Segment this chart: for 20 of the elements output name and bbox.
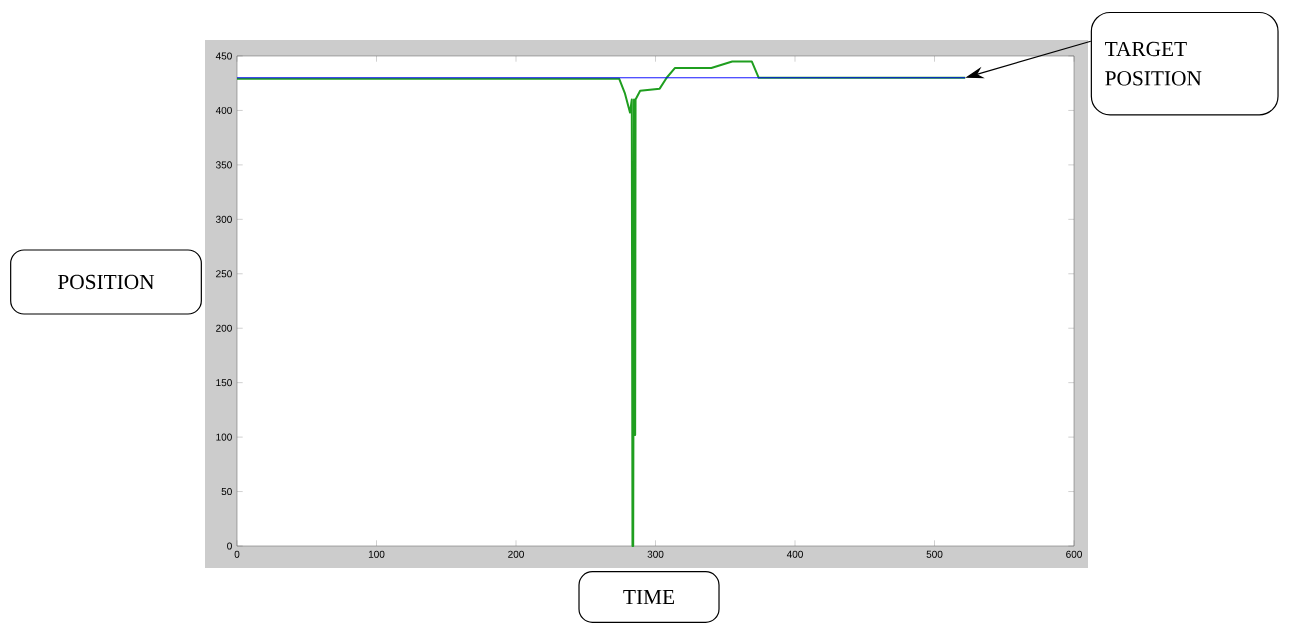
y-tick-label: 150 (216, 379, 232, 387)
y-tick-label: 300 (215, 215, 232, 223)
x-tick-label: 400 (786, 550, 803, 558)
y-tick-label: 50 (221, 488, 232, 496)
y-axis-title: POSITION (58, 274, 155, 290)
x-tick-label: 200 (508, 550, 524, 558)
y-tick-label: 400 (215, 106, 232, 114)
x-tick-label: 600 (1066, 550, 1082, 558)
x-tick-label: 100 (368, 550, 385, 558)
x-tick-label: 300 (647, 550, 664, 558)
x-tick-label: 0 (234, 550, 240, 558)
y-tick-label: 0 (227, 542, 232, 550)
y-tick-label: 350 (215, 161, 232, 169)
text: TARGET POSITION (1105, 41, 1202, 86)
y-tick-label: 450 (215, 52, 232, 60)
y-tick-label: 250 (216, 270, 232, 278)
y-tick-label: 100 (216, 433, 232, 441)
x-axis-title: TIME (623, 590, 675, 604)
x-tick-label: 500 (926, 550, 943, 558)
y-tick-label: 200 (216, 324, 232, 332)
